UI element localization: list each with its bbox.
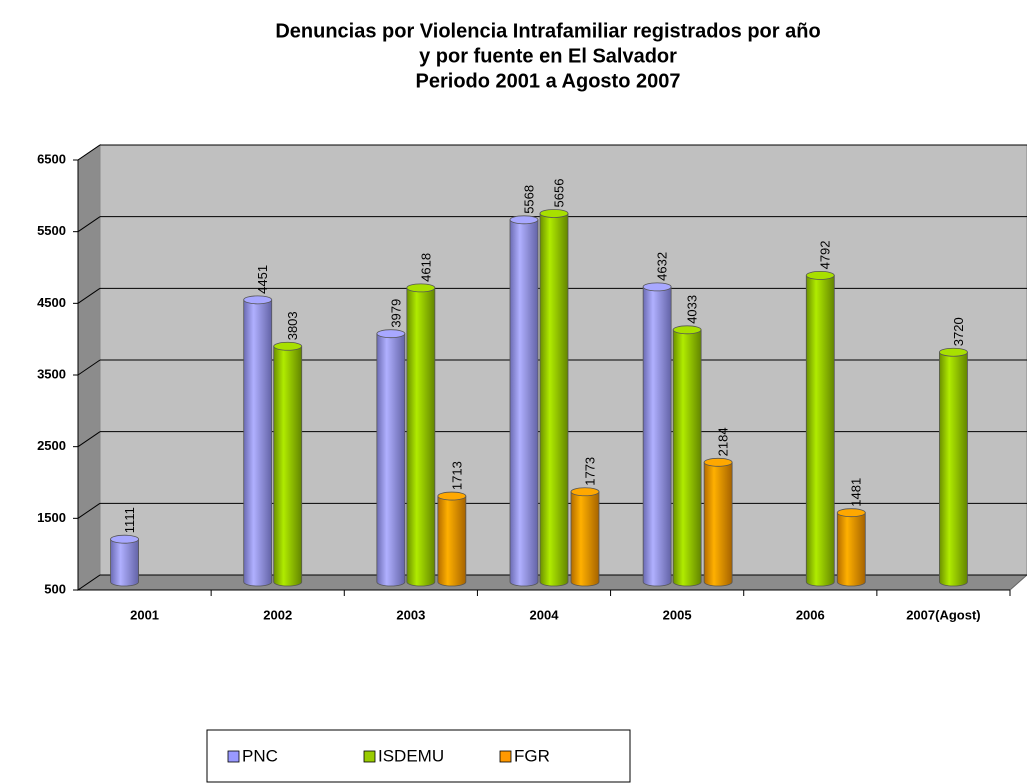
legend-label: PNC (242, 746, 278, 765)
bar (836, 512, 866, 587)
value-label: 1713 (449, 461, 464, 490)
x-tick-label: 2007(Agost) (906, 607, 980, 622)
value-label: 3979 (388, 299, 403, 328)
legend-swatch (227, 750, 240, 763)
value-label: 5568 (521, 185, 536, 214)
value-label: 3803 (285, 311, 300, 340)
bar (437, 495, 467, 587)
x-tick-label: 2006 (796, 607, 825, 622)
chart-title: y por fuente en El Salvador (419, 45, 677, 67)
x-tick-label: 2004 (530, 607, 560, 622)
bar (570, 491, 600, 587)
chart-title: Denuncias por Violencia Intrafamiliar re… (275, 20, 820, 42)
value-label: 4033 (685, 295, 700, 324)
bar-top (406, 283, 436, 293)
bar (939, 351, 968, 587)
bar (703, 461, 733, 587)
grid-line (77, 502, 101, 519)
x-tick-label: 2001 (130, 607, 159, 622)
bar-top (570, 487, 600, 497)
bar-top (939, 347, 968, 357)
bar (273, 345, 303, 587)
grid-line (77, 359, 101, 376)
bar (376, 333, 406, 587)
bar (672, 329, 702, 587)
legend-label: ISDEMU (378, 746, 444, 765)
value-label: 4792 (818, 240, 833, 269)
y-tick-label: 2500 (37, 438, 66, 453)
bar-top (805, 271, 835, 280)
bar-top (642, 282, 672, 292)
bar (539, 213, 569, 587)
bar-top (273, 341, 303, 351)
y-tick-label: 4500 (37, 295, 66, 310)
bar (642, 286, 672, 587)
bar (509, 219, 539, 587)
legend-box (206, 729, 631, 783)
bar-top (437, 491, 467, 501)
bar (110, 538, 139, 587)
bar (243, 299, 273, 587)
value-label: 1481 (849, 478, 864, 507)
grid-line (77, 144, 101, 161)
bar-top (110, 534, 139, 544)
value-label: 5656 (551, 179, 566, 208)
y-tick-label: 1500 (37, 510, 66, 525)
value-label: 3720 (951, 317, 966, 346)
value-label: 1111 (122, 507, 137, 533)
chart-title: Periodo 2001 a Agosto 2007 (416, 70, 681, 92)
value-label: 1773 (582, 457, 597, 486)
y-tick-label: 5500 (37, 223, 66, 238)
y-tick-label: 500 (44, 581, 66, 596)
bar-top (836, 508, 866, 518)
legend-swatch (499, 750, 512, 763)
value-label: 4618 (418, 253, 433, 282)
bar-top (376, 329, 406, 339)
bar-top (672, 325, 702, 335)
x-tick-label: 2005 (663, 607, 692, 622)
grid-line (77, 431, 101, 448)
value-label: 2184 (716, 427, 731, 456)
grid-line (77, 287, 101, 304)
bar-top (703, 457, 733, 467)
x-tick-label: 2003 (396, 607, 425, 622)
bar-top (539, 209, 569, 218)
legend-label: FGR (514, 746, 550, 765)
bar-top (509, 215, 539, 225)
bar (805, 275, 835, 587)
x-tick-label: 2002 (263, 607, 292, 622)
value-label: 4632 (655, 252, 670, 281)
bar-top (243, 295, 273, 305)
bar (406, 287, 436, 587)
y-tick-label: 6500 (37, 151, 66, 166)
legend-swatch (363, 750, 376, 763)
y-tick-label: 3500 (37, 366, 66, 381)
grid-line (77, 216, 101, 233)
value-label: 4451 (255, 265, 270, 294)
grid-line (77, 574, 101, 591)
